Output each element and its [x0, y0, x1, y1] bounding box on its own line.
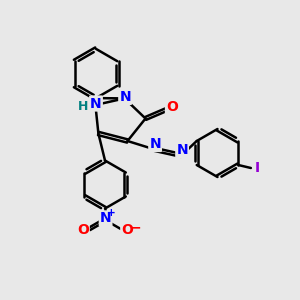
Text: O: O	[166, 100, 178, 114]
Text: −: −	[130, 220, 141, 234]
Text: N: N	[149, 137, 161, 151]
Text: O: O	[121, 224, 133, 237]
Text: H: H	[78, 100, 88, 113]
Text: N: N	[119, 90, 131, 104]
Text: N: N	[100, 212, 111, 225]
Text: O: O	[77, 224, 89, 237]
Text: +: +	[106, 208, 116, 218]
Text: I: I	[255, 161, 260, 175]
Text: N: N	[90, 97, 102, 110]
Text: N: N	[176, 143, 188, 157]
